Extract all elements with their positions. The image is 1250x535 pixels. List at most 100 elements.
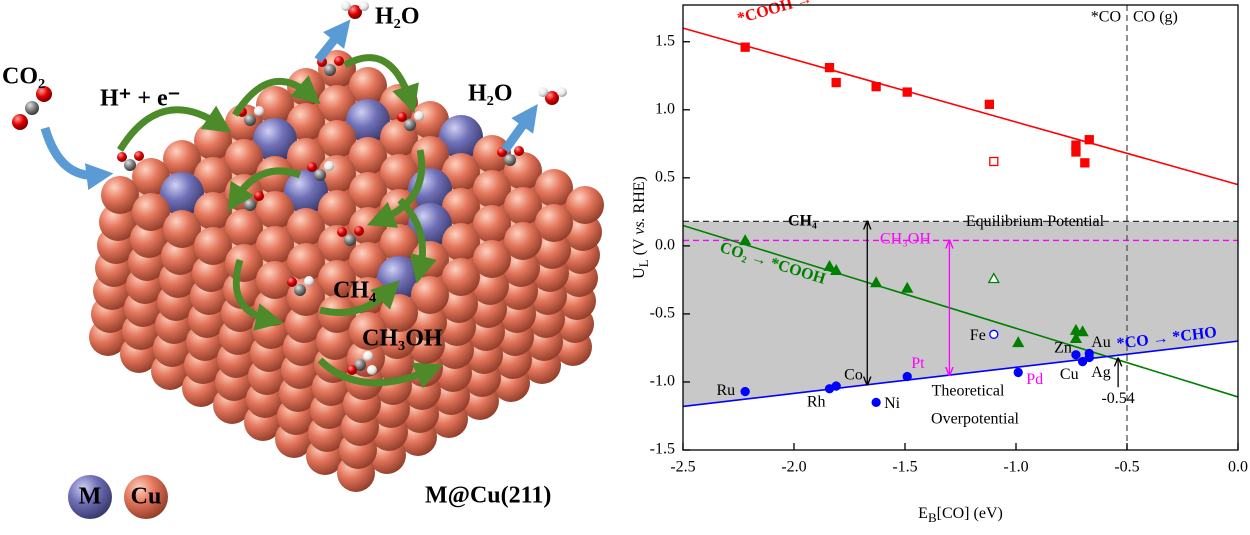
- molecule-atom: [354, 359, 366, 371]
- molecule-atom: [397, 112, 407, 122]
- x-axis-title: EB[CO] (eV): [918, 505, 1003, 525]
- reaction-arrow: [232, 258, 284, 331]
- reaction-arrow: [501, 104, 538, 153]
- atom-sphere: [380, 224, 418, 262]
- atom-sphere: [380, 154, 418, 192]
- water-label: H₂O: [375, 4, 420, 30]
- point-label: Co: [844, 367, 863, 384]
- point-label: Pd: [1026, 371, 1043, 388]
- data-point: [1071, 147, 1081, 157]
- molecule-atom: [334, 56, 344, 66]
- water-label: H₂O: [468, 81, 513, 107]
- fit-line: [682, 27, 1239, 186]
- data-point: [1069, 332, 1083, 344]
- y-axis-title-part: U: [631, 267, 648, 279]
- legend-sphere: [68, 475, 112, 519]
- molecule-atom: [36, 86, 52, 102]
- molecule-atom: [244, 114, 256, 126]
- point-label: Fe: [970, 327, 986, 344]
- atom-sphere: [194, 227, 232, 265]
- molecule-atom: [354, 226, 364, 236]
- molecule-atom: [367, 365, 377, 375]
- atom-sphere: [223, 271, 261, 309]
- y-tick-label: 1.0: [655, 100, 675, 117]
- surface-label: M@Cu(211): [425, 483, 551, 509]
- y-axis-title: UL (V vs. RHE): [631, 176, 651, 279]
- atom-sphere: [253, 118, 297, 162]
- reaction-arrow: [227, 167, 302, 212]
- y-tick-label: 0.5: [655, 169, 675, 186]
- molecule-atom: [324, 161, 334, 171]
- co2-label: CO₂: [2, 64, 45, 90]
- molecule-atom: [294, 284, 306, 296]
- data-point: [989, 156, 999, 167]
- atom-sphere: [473, 240, 511, 278]
- x-axis-title-part: B: [928, 510, 937, 525]
- atom-sphere: [256, 226, 294, 264]
- plot-frame: [682, 4, 1239, 451]
- atom-sphere: [346, 99, 390, 143]
- molecule-atom: [557, 87, 567, 97]
- atom-sphere: [132, 158, 170, 196]
- marker-label: -0.54: [1101, 390, 1134, 407]
- data-point: [824, 62, 835, 73]
- atom-sphere: [318, 85, 356, 123]
- atom-sphere: [318, 260, 356, 298]
- data-point: [871, 82, 881, 92]
- atom-sphere: [504, 222, 542, 260]
- atom-sphere: [440, 285, 478, 323]
- molecule-atom: [341, 1, 351, 11]
- molecule-atom: [117, 152, 127, 162]
- atom-sphere: [504, 187, 542, 225]
- y-axis-title-part: RHE): [631, 176, 648, 217]
- data-point: [989, 329, 999, 339]
- reference-label: Equilibrium Potential: [966, 213, 1105, 230]
- series-label: *COOH → *CO + H₂O: [735, 0, 893, 27]
- molecule-atom: [348, 5, 362, 19]
- molecule-atom: [344, 234, 356, 246]
- data-point: [1076, 325, 1089, 337]
- data-point: [1013, 367, 1023, 378]
- atom-sphere: [535, 169, 573, 207]
- molecule-atom: [514, 146, 524, 156]
- arrow-label: CH₄: [788, 213, 817, 230]
- shaded-region: [683, 221, 1238, 407]
- reaction-arrow: [232, 75, 321, 117]
- point-label: Cu: [1060, 366, 1079, 383]
- fit-line: [682, 340, 1239, 408]
- molecule-atom: [254, 106, 264, 116]
- atom-sphere: [349, 312, 387, 350]
- x-axis-title-part: E: [918, 505, 928, 522]
- reaction-arrow: [397, 197, 437, 284]
- molecule-atom: [347, 365, 357, 375]
- data-point: [831, 77, 841, 88]
- molecule-atom: [337, 227, 347, 237]
- data-point: [901, 281, 914, 293]
- data-point: [902, 371, 912, 382]
- reaction-arrow: [314, 19, 351, 63]
- atom-sphere: [502, 249, 540, 287]
- point-label: Zn: [1054, 339, 1072, 356]
- atom-sphere: [471, 267, 509, 305]
- molecule-atom: [504, 154, 516, 166]
- atom-sphere: [349, 67, 387, 105]
- molecule-atom: [324, 64, 336, 76]
- atom-sphere: [442, 223, 480, 261]
- x-axis-title-part: [CO] (eV): [937, 505, 1003, 522]
- atom-sphere: [256, 261, 294, 299]
- molecule-atom: [244, 199, 256, 211]
- x-tick-label: -2.5: [670, 459, 695, 476]
- atom-sphere: [192, 254, 230, 292]
- data-point: [740, 42, 750, 52]
- atom-sphere: [318, 50, 356, 88]
- atom-sphere: [99, 203, 137, 241]
- data-point: [823, 259, 836, 271]
- y-axis-title-part: (V: [631, 235, 648, 260]
- data-point: [984, 99, 995, 109]
- atom-sphere: [473, 135, 511, 173]
- data-point: [831, 381, 841, 391]
- data-point: [1077, 356, 1088, 367]
- data-point: [871, 397, 881, 408]
- x-tick-label: 0.0: [1228, 459, 1248, 476]
